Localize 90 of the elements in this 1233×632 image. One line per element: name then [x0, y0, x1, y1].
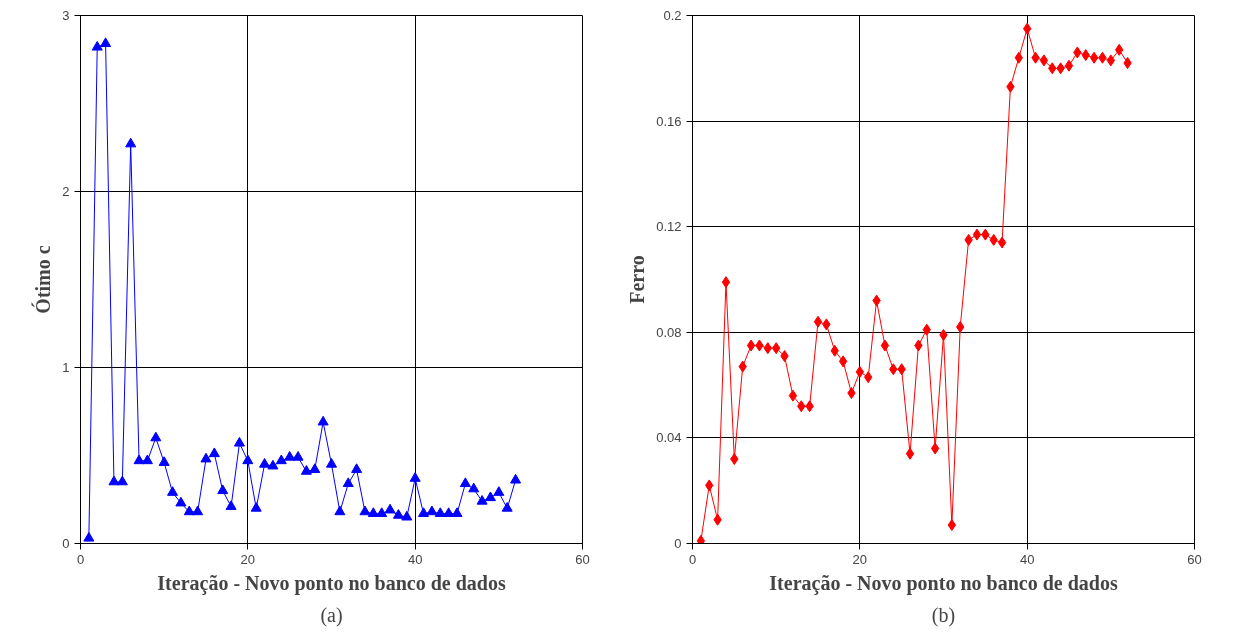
y-tick-label: 0.08 — [656, 324, 682, 340]
point — [501, 502, 513, 512]
point — [158, 456, 170, 466]
point — [359, 505, 371, 516]
point — [376, 507, 388, 517]
point — [125, 137, 137, 148]
y-tick-label: 2 — [62, 184, 70, 199]
x-tick-label: 20 — [852, 551, 868, 567]
x-tick-label: 60 — [575, 551, 590, 567]
point — [401, 510, 413, 521]
point — [384, 503, 396, 514]
y-tick-label: 3 — [62, 8, 70, 23]
point — [317, 415, 329, 426]
point — [300, 465, 312, 475]
y-tick-label: 0.04 — [656, 430, 682, 446]
y-tick-label: 1 — [62, 360, 70, 375]
point — [418, 507, 430, 517]
point — [788, 389, 798, 402]
point — [334, 505, 346, 516]
point — [1039, 54, 1049, 67]
point — [721, 276, 731, 289]
point — [208, 447, 220, 458]
point — [493, 486, 505, 496]
point — [108, 475, 120, 486]
y-tick-label: 0.2 — [663, 8, 682, 23]
x-tick-label: 40 — [1019, 551, 1035, 567]
point — [880, 339, 890, 352]
point — [351, 463, 363, 473]
point — [275, 454, 287, 465]
point — [746, 339, 756, 352]
point — [326, 458, 337, 468]
y-tick-label: 0 — [674, 536, 682, 551]
point — [267, 459, 279, 470]
y-axis-title: Ferro — [626, 255, 649, 304]
point — [342, 477, 354, 488]
point — [813, 315, 823, 328]
point — [947, 519, 957, 532]
point — [100, 37, 112, 48]
point — [696, 534, 706, 544]
point — [930, 442, 940, 455]
point — [200, 452, 212, 463]
point — [476, 494, 488, 505]
point — [259, 458, 271, 468]
point — [997, 236, 1007, 249]
point — [409, 472, 421, 482]
point — [242, 454, 254, 465]
point — [451, 507, 463, 517]
point — [167, 486, 179, 496]
x-tick-label: 60 — [1187, 551, 1202, 567]
x-axis-title: Iteração - Novo ponto no banco de dados — [157, 571, 506, 595]
point — [309, 463, 321, 473]
text: (a) — [320, 603, 343, 627]
x-tick-label: 0 — [688, 551, 697, 567]
point — [292, 450, 304, 461]
point — [838, 355, 848, 368]
point — [484, 491, 496, 502]
point — [141, 454, 153, 465]
point — [459, 477, 471, 488]
point — [510, 473, 522, 484]
point — [116, 475, 128, 486]
point — [284, 450, 296, 461]
point — [133, 454, 145, 465]
point — [367, 507, 379, 517]
point — [972, 228, 982, 241]
y-axis-title: Ótimo c — [31, 245, 55, 314]
point — [392, 509, 404, 519]
point — [233, 436, 245, 447]
point — [150, 431, 162, 442]
point — [192, 505, 204, 516]
y-tick-label: 0 — [62, 536, 70, 551]
point — [434, 507, 446, 517]
point — [1064, 59, 1074, 72]
point — [468, 482, 480, 493]
point — [250, 502, 262, 512]
point — [225, 500, 237, 510]
point — [91, 40, 103, 51]
point — [426, 505, 438, 516]
x-tick-label: 40 — [407, 551, 423, 567]
point — [175, 496, 187, 507]
point — [217, 484, 229, 495]
x-axis-title: Iteração - Novo ponto no banco de dados — [769, 571, 1118, 595]
point — [183, 505, 195, 516]
y-tick-label: 0.12 — [656, 219, 682, 235]
point — [1089, 51, 1099, 64]
point — [905, 447, 915, 460]
x-tick-label: 0 — [76, 551, 85, 567]
point — [83, 531, 95, 542]
y-tick-label: 0.16 — [656, 113, 682, 129]
x-tick-label: 20 — [240, 551, 256, 567]
text: (b) — [931, 603, 956, 627]
